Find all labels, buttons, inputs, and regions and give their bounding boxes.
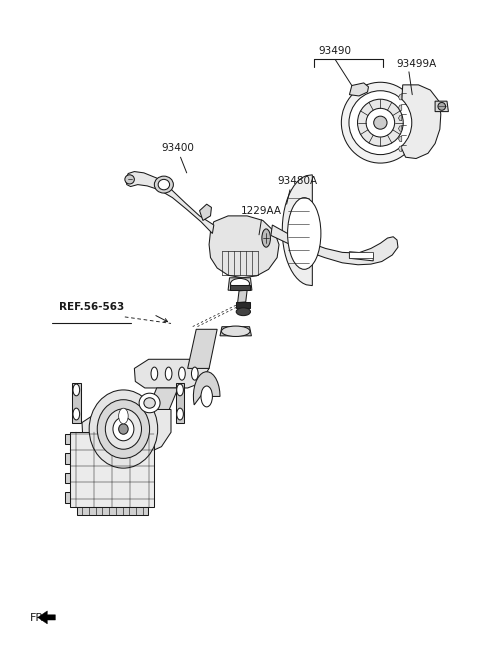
Bar — [65, 473, 70, 483]
Ellipse shape — [262, 229, 270, 247]
Polygon shape — [193, 372, 220, 405]
Polygon shape — [398, 94, 402, 100]
Ellipse shape — [201, 386, 213, 407]
Ellipse shape — [358, 99, 403, 146]
Ellipse shape — [119, 424, 128, 434]
Polygon shape — [72, 383, 81, 422]
Ellipse shape — [288, 197, 321, 270]
Ellipse shape — [177, 384, 183, 396]
Polygon shape — [200, 204, 212, 220]
Ellipse shape — [341, 82, 420, 163]
Ellipse shape — [144, 398, 156, 408]
Polygon shape — [349, 83, 369, 96]
Polygon shape — [238, 290, 247, 302]
Ellipse shape — [105, 409, 142, 449]
Ellipse shape — [221, 326, 250, 337]
Polygon shape — [398, 115, 402, 121]
Polygon shape — [271, 225, 398, 265]
Ellipse shape — [113, 417, 134, 441]
Polygon shape — [399, 85, 441, 159]
Bar — [65, 453, 70, 464]
Polygon shape — [126, 172, 214, 234]
Ellipse shape — [349, 91, 412, 155]
Polygon shape — [398, 136, 402, 142]
Ellipse shape — [165, 367, 172, 380]
Ellipse shape — [438, 102, 445, 110]
Ellipse shape — [177, 408, 183, 420]
Polygon shape — [349, 252, 373, 261]
Ellipse shape — [73, 384, 80, 396]
Text: FR.: FR. — [30, 613, 47, 623]
Ellipse shape — [230, 278, 250, 289]
Ellipse shape — [125, 174, 134, 184]
Ellipse shape — [374, 116, 387, 129]
Text: REF.56-563: REF.56-563 — [59, 302, 124, 312]
Polygon shape — [188, 329, 217, 369]
Text: 93499A: 93499A — [396, 58, 436, 69]
Ellipse shape — [192, 367, 198, 380]
Polygon shape — [134, 359, 209, 388]
Polygon shape — [398, 126, 402, 131]
Text: 93480A: 93480A — [277, 176, 317, 186]
Text: 1229AA: 1229AA — [241, 206, 282, 216]
Ellipse shape — [119, 408, 128, 424]
Polygon shape — [282, 174, 312, 285]
Text: 93490: 93490 — [319, 45, 352, 56]
Ellipse shape — [73, 408, 80, 420]
Ellipse shape — [236, 308, 251, 316]
Ellipse shape — [179, 367, 185, 380]
Bar — [77, 506, 148, 515]
Ellipse shape — [139, 393, 160, 413]
Bar — [65, 434, 70, 444]
Ellipse shape — [366, 108, 395, 137]
Ellipse shape — [89, 390, 158, 468]
Ellipse shape — [158, 179, 169, 190]
Bar — [230, 285, 250, 290]
Bar — [236, 302, 251, 308]
Bar — [349, 252, 373, 258]
Ellipse shape — [151, 367, 158, 380]
Polygon shape — [220, 327, 252, 336]
Bar — [65, 492, 70, 502]
Polygon shape — [143, 388, 178, 422]
Polygon shape — [176, 383, 184, 422]
Polygon shape — [38, 611, 55, 624]
Polygon shape — [398, 146, 402, 152]
Ellipse shape — [97, 400, 150, 459]
Polygon shape — [435, 101, 448, 112]
Polygon shape — [228, 277, 252, 290]
Text: 93400: 93400 — [162, 143, 194, 154]
Polygon shape — [398, 105, 402, 110]
Bar — [70, 432, 155, 507]
Polygon shape — [209, 216, 279, 277]
Polygon shape — [82, 409, 171, 453]
Ellipse shape — [155, 176, 173, 193]
